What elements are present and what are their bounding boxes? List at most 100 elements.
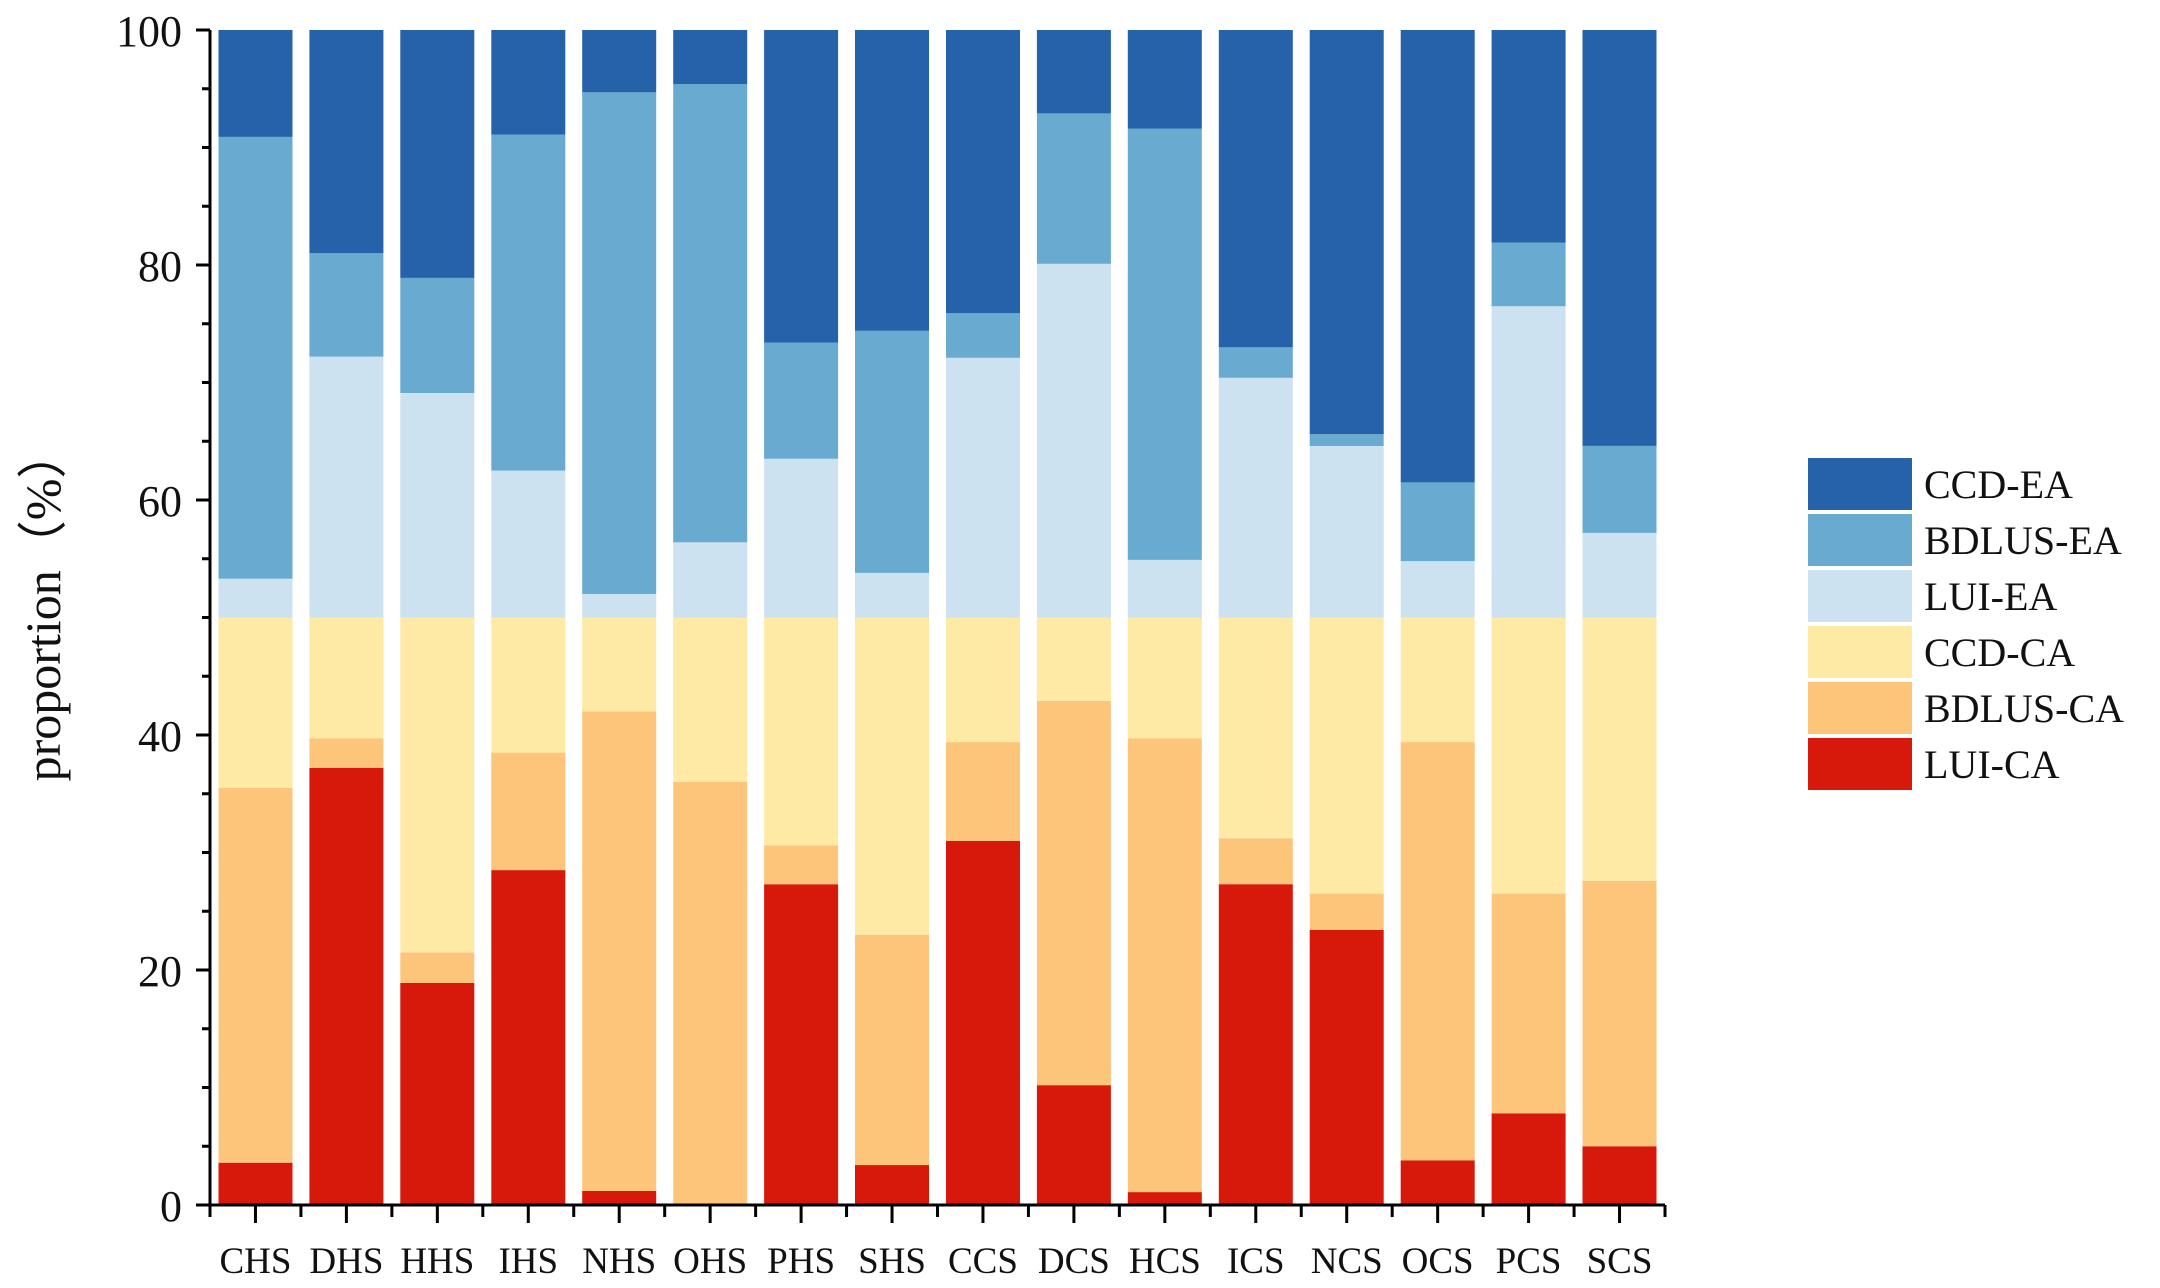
bar-segment-bdlus-ca-dhs	[309, 738, 384, 768]
bar-segment-bdlus-ea-scs	[1582, 445, 1657, 533]
y-axis-label: proportion（%）	[15, 429, 71, 782]
bar-segment-bdlus-ca-hcs	[1127, 738, 1202, 1193]
y-tick-label: 20	[138, 947, 182, 996]
bar-segment-ccd-ca-hhs	[400, 617, 475, 953]
bar-segment-ccd-ea-pcs	[1491, 30, 1566, 243]
bar-segment-ccd-ca-chs	[218, 617, 293, 788]
bar-segment-ccd-ca-dhs	[309, 617, 384, 739]
bar-segment-lui-ea-ccs	[946, 357, 1020, 618]
bar-segment-ccd-ea-ncs	[1309, 30, 1384, 435]
bar-segment-lui-ca-hcs	[1127, 1192, 1202, 1205]
bar-segment-ccd-ea-ihs	[491, 30, 566, 135]
bar-segment-ccd-ca-scs	[1582, 617, 1657, 881]
bar-segment-ccd-ca-ncs	[1309, 617, 1384, 894]
bar-segment-bdlus-ea-ocs	[1400, 482, 1475, 562]
bar-segment-bdlus-ea-dhs	[309, 253, 384, 357]
axes-layer: 0 20 40 60 80 100 CHS DHS HHS IHS NHS OHS PHS SHS CCS D…	[116, 7, 1667, 1282]
y-tick-label: 60	[138, 477, 182, 526]
bar-segment-bdlus-ea-ics	[1218, 347, 1293, 378]
bar-segment-ccd-ca-ics	[1218, 617, 1293, 839]
bar-segment-bdlus-ea-phs	[764, 342, 839, 459]
legend: CCD-EA BDLUS-EA LUI-EA CCD-CA BDLUS-CA LUI-CA	[1808, 458, 2124, 790]
bar-segment-lui-ea-ics	[1218, 377, 1293, 618]
bar-segment-bdlus-ea-chs	[218, 136, 293, 579]
x-tick-label: IHS	[498, 1241, 558, 1282]
bar-segment-ccd-ea-ccs	[946, 30, 1020, 314]
legend-label-ccd-ca: CCD-CA	[1924, 630, 2075, 675]
bar-segment-ccd-ca-ohs	[673, 617, 748, 782]
bar-segment-lui-ea-chs	[218, 578, 293, 618]
y-tick-label: 40	[138, 712, 182, 761]
bar-segment-bdlus-ea-hhs	[400, 277, 475, 393]
bar-segment-ccd-ca-ihs	[491, 617, 566, 753]
bar-segment-bdlus-ca-phs	[764, 845, 839, 885]
bar-segment-bdlus-ca-shs	[855, 934, 929, 1166]
x-tick-label: PHS	[767, 1241, 835, 1282]
bar-segment-bdlus-ca-chs	[218, 787, 293, 1163]
legend-swatch-lui-ca	[1808, 738, 1912, 790]
x-tick-label: DHS	[309, 1241, 383, 1282]
bar-segment-bdlus-ca-ocs	[1400, 742, 1475, 1161]
x-tick-label: CCS	[948, 1241, 1018, 1282]
bar-segment-ccd-ea-phs	[764, 30, 839, 343]
legend-label-lui-ca: LUI-CA	[1924, 742, 2060, 787]
x-tick-label: NHS	[582, 1241, 656, 1282]
x-tick-label: NCS	[1311, 1241, 1383, 1282]
bar-segment-lui-ea-dhs	[309, 356, 384, 618]
y-tick-label: 80	[138, 242, 182, 291]
legend-label-bdlus-ea: BDLUS-EA	[1924, 518, 2122, 563]
bar-segment-ccd-ea-dcs	[1036, 30, 1111, 114]
bar-segment-ccd-ea-shs	[855, 30, 929, 331]
bar-segment-bdlus-ca-ccs	[946, 742, 1020, 841]
bar-segment-bdlus-ea-ccs	[946, 313, 1020, 358]
bar-segment-ccd-ea-hcs	[1127, 30, 1202, 129]
bar-segment-lui-ea-hhs	[400, 393, 475, 618]
legend-label-ccd-ea: CCD-EA	[1924, 462, 2073, 507]
bar-segment-ccd-ea-dhs	[309, 30, 384, 254]
legend-swatch-ccd-ca	[1808, 626, 1912, 678]
bars-layer	[218, 30, 1657, 1206]
bar-segment-lui-ca-hhs	[400, 982, 475, 1205]
bar-segment-ccd-ea-ocs	[1400, 30, 1475, 483]
bar-segment-ccd-ea-nhs	[582, 30, 657, 93]
bar-segment-lui-ea-hcs	[1127, 559, 1202, 618]
bar-segment-lui-ca-phs	[764, 884, 839, 1205]
bar-segment-lui-ea-ohs	[673, 542, 748, 618]
bar-segment-bdlus-ea-dcs	[1036, 113, 1111, 264]
bar-segment-bdlus-ca-nhs	[582, 711, 657, 1191]
bar-segment-lui-ea-shs	[855, 572, 929, 618]
legend-label-bdlus-ca: BDLUS-CA	[1924, 686, 2124, 731]
x-tick-label: ICS	[1227, 1241, 1285, 1282]
x-tick-label: SHS	[858, 1241, 926, 1282]
x-tick-label: OHS	[673, 1241, 747, 1282]
bar-segment-bdlus-ca-ihs	[491, 752, 566, 871]
bar-segment-ccd-ea-scs	[1582, 30, 1657, 446]
bar-segment-bdlus-ea-shs	[855, 330, 929, 573]
bar-segment-ccd-ea-ohs	[673, 30, 748, 84]
bar-segment-lui-ea-ihs	[491, 470, 566, 618]
bar-segment-bdlus-ca-ohs	[673, 782, 748, 1204]
bar-segment-bdlus-ea-ohs	[673, 84, 748, 543]
legend-label-lui-ea: LUI-EA	[1924, 574, 2057, 619]
x-tick-label: HHS	[400, 1241, 474, 1282]
bar-segment-lui-ea-ncs	[1309, 446, 1384, 618]
bar-segment-ccd-ca-pcs	[1491, 617, 1566, 894]
bar-segment-bdlus-ca-ncs	[1309, 893, 1384, 930]
x-tick-label: OCS	[1402, 1241, 1474, 1282]
bar-segment-lui-ea-nhs	[582, 594, 657, 618]
bar-segment-lui-ca-dhs	[309, 767, 384, 1205]
bar-segment-lui-ca-nhs	[582, 1190, 657, 1205]
bar-segment-ccd-ea-chs	[218, 30, 293, 137]
bar-segment-lui-ea-scs	[1582, 532, 1657, 618]
bar-segment-lui-ca-pcs	[1491, 1113, 1566, 1205]
bar-segment-bdlus-ea-nhs	[582, 92, 657, 595]
bar-segment-lui-ca-scs	[1582, 1146, 1657, 1206]
x-tick-label: PCS	[1496, 1241, 1562, 1282]
bar-segment-lui-ea-ocs	[1400, 561, 1475, 618]
bar-segment-bdlus-ca-pcs	[1491, 893, 1566, 1114]
bar-segment-ccd-ca-hcs	[1127, 617, 1202, 739]
x-tick-label: CHS	[219, 1241, 291, 1282]
legend-swatch-bdlus-ca	[1808, 682, 1912, 734]
bar-segment-lui-ea-pcs	[1491, 306, 1566, 618]
